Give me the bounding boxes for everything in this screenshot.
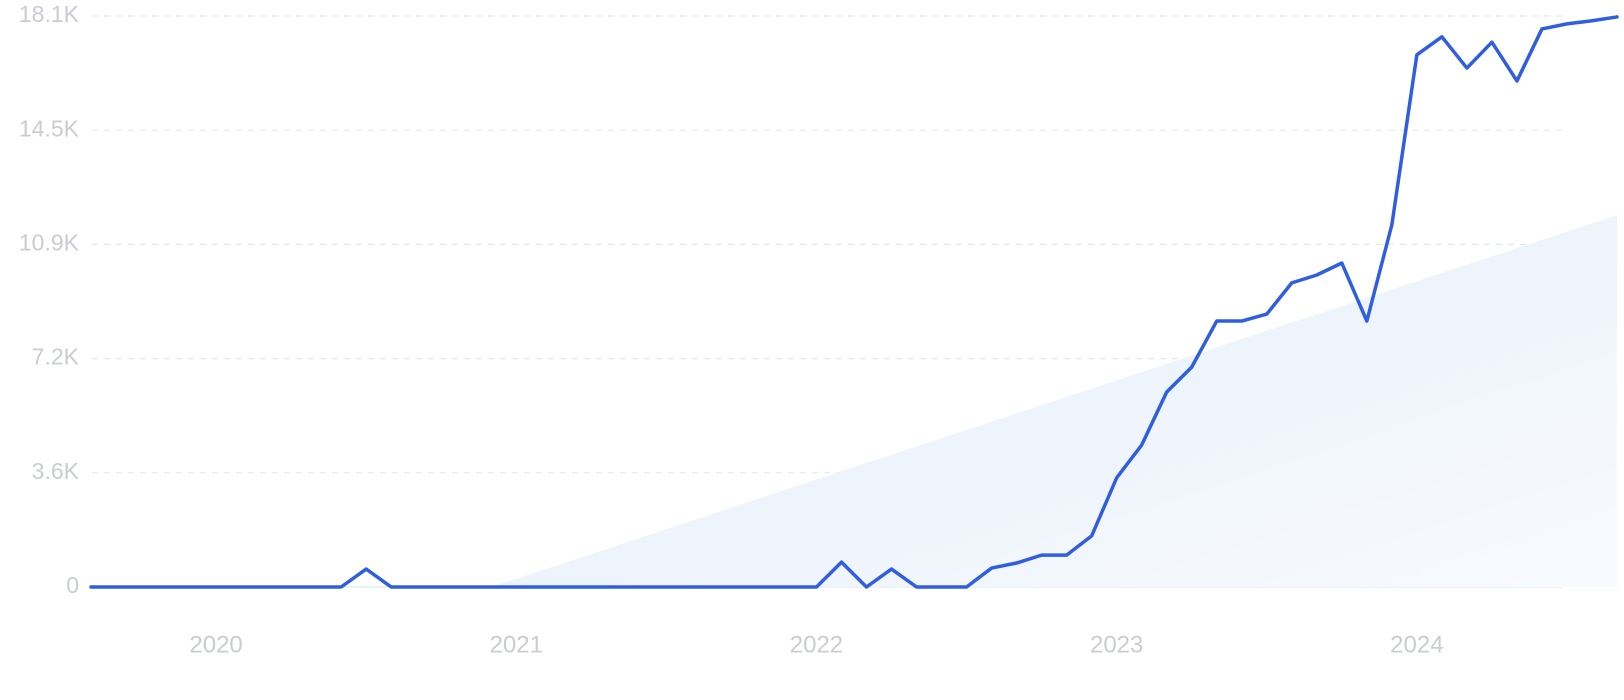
y-tick-label: 3.6K <box>32 458 80 484</box>
y-tick-label: 0 <box>66 572 79 598</box>
y-tick-label: 18.1K <box>19 1 80 27</box>
x-tick-label: 2023 <box>1090 631 1143 658</box>
data-line <box>89 15 1619 589</box>
x-tick-label: 2022 <box>790 631 843 658</box>
y-tick-label: 14.5K <box>19 115 80 141</box>
x-tick-label: 2021 <box>490 631 543 658</box>
trend-area <box>491 215 1617 587</box>
x-tick-label: 2024 <box>1390 631 1443 658</box>
y-tick-label: 7.2K <box>32 344 80 370</box>
x-tick-label: 2020 <box>189 631 242 658</box>
y-tick-label: 10.9K <box>19 229 80 255</box>
